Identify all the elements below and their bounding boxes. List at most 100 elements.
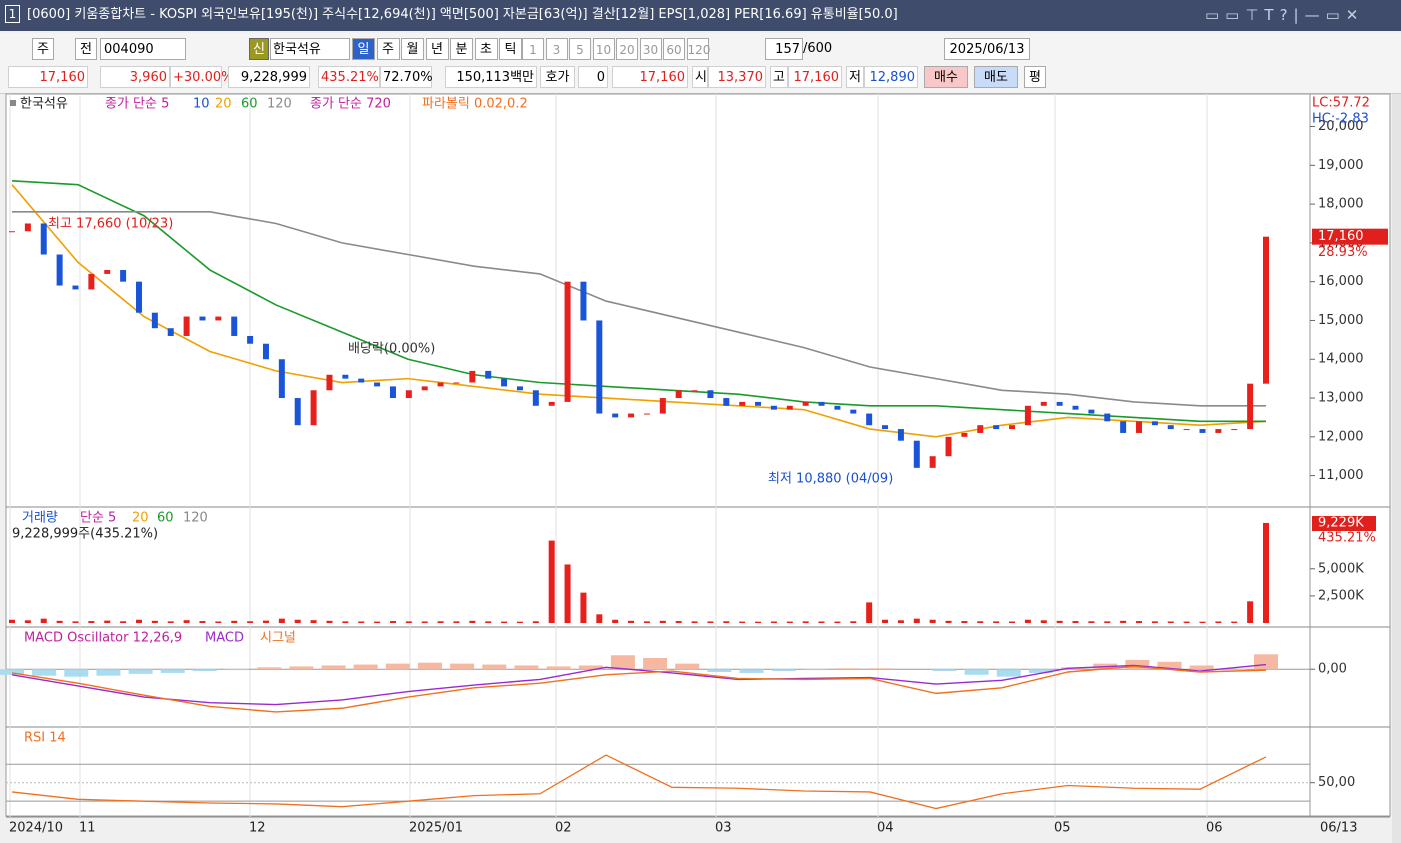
candle bbox=[1231, 429, 1238, 431]
avg-button[interactable]: 평 bbox=[1024, 66, 1046, 88]
oscillator-bar bbox=[1189, 665, 1214, 670]
legend-entry: 20 bbox=[215, 97, 232, 112]
lc-label: LC:57.72 bbox=[1312, 96, 1370, 111]
candle bbox=[120, 270, 127, 282]
oscillator-bar bbox=[192, 669, 217, 672]
legend-entry: MACD bbox=[205, 631, 244, 646]
candle bbox=[770, 405, 777, 410]
oscillator-bar bbox=[1061, 667, 1086, 670]
quote-field: 17,160 bbox=[788, 66, 842, 88]
interval-button[interactable]: 1 bbox=[522, 38, 544, 60]
period-button[interactable]: 년 bbox=[425, 38, 449, 60]
quote-field: 13,370 bbox=[708, 66, 766, 88]
market-select[interactable]: 주 bbox=[32, 38, 54, 60]
interval-button[interactable]: 120 bbox=[686, 38, 710, 60]
volume-bar bbox=[1199, 621, 1206, 623]
interval-button[interactable]: 10 bbox=[592, 38, 615, 60]
code-input[interactable]: 004090 bbox=[100, 38, 186, 60]
volume-bar bbox=[882, 619, 889, 623]
y-tick-label: 17,000 bbox=[1318, 235, 1364, 250]
volume-bar bbox=[818, 621, 825, 623]
low-annotation: 최저 10,880 (04/09) bbox=[768, 472, 893, 487]
volume-bar bbox=[707, 621, 714, 623]
quote-field: 호가 bbox=[540, 66, 575, 88]
interval-button[interactable]: 30 bbox=[639, 38, 662, 60]
macd-line bbox=[11, 663, 1267, 706]
quote-field: 저 bbox=[846, 66, 864, 88]
candle bbox=[548, 401, 555, 406]
oscillator-bar bbox=[32, 669, 57, 676]
y-tick-label: 0,00 bbox=[1318, 662, 1347, 677]
volume-bar bbox=[866, 602, 873, 623]
oscillator-bar bbox=[482, 664, 507, 670]
period-button[interactable]: 틱 bbox=[499, 38, 522, 60]
volume-bar bbox=[977, 621, 984, 623]
y-tick-label: 50,00 bbox=[1318, 775, 1355, 790]
stock-name[interactable]: 한국석유 bbox=[270, 38, 350, 60]
volume-bar bbox=[913, 618, 920, 623]
period-button[interactable]: 월 bbox=[401, 38, 424, 60]
window-controls[interactable]: ▭▭⊤T?|—▭✕ bbox=[1205, 6, 1365, 24]
candle bbox=[1120, 421, 1127, 433]
candle bbox=[1199, 429, 1206, 433]
legend-entry: 60 bbox=[241, 97, 258, 112]
volume-bar bbox=[596, 614, 603, 623]
candle bbox=[532, 390, 539, 406]
sell-button[interactable]: 매도 bbox=[974, 66, 1018, 88]
new-badge[interactable]: 신 bbox=[249, 38, 269, 60]
volume-bar bbox=[120, 621, 127, 623]
oscillator-bar bbox=[0, 669, 24, 675]
quote-field: 시 bbox=[692, 66, 708, 88]
candle bbox=[707, 390, 714, 399]
interval-button[interactable]: 3 bbox=[545, 38, 568, 60]
buy-button[interactable]: 매수 bbox=[924, 66, 968, 88]
volume-bar bbox=[548, 540, 555, 623]
candle bbox=[691, 390, 698, 392]
period-button[interactable]: 초 bbox=[474, 38, 498, 60]
oscillator-bar bbox=[225, 669, 250, 671]
interval-button[interactable]: 5 bbox=[569, 38, 591, 60]
quote-field: 17,160 bbox=[612, 66, 688, 88]
volume-bar bbox=[675, 621, 682, 623]
quote-field: 고 bbox=[770, 66, 788, 88]
oscillator-bar bbox=[675, 663, 700, 670]
oscillator-bar bbox=[1028, 669, 1053, 673]
quote-field: +30.00% bbox=[170, 66, 233, 88]
candle bbox=[135, 281, 142, 313]
oscillator-bar bbox=[1093, 663, 1118, 670]
date-input[interactable]: 2025/06/13 bbox=[944, 38, 1030, 60]
candle bbox=[977, 425, 984, 433]
quote-field: 435.21% bbox=[318, 66, 380, 88]
count-input[interactable]: 157 bbox=[765, 38, 803, 60]
interval-button[interactable]: 60 bbox=[663, 38, 685, 60]
volume-bar bbox=[40, 618, 47, 623]
legend-entry: 시그널 bbox=[260, 631, 296, 646]
legend-text: 120 bbox=[183, 511, 208, 526]
candle bbox=[1136, 421, 1143, 433]
volume-bar bbox=[516, 621, 523, 623]
period-button[interactable]: 주 bbox=[376, 38, 400, 60]
y-tick-label: 20,000 bbox=[1318, 119, 1364, 134]
legend-text: 파라볼릭 0.02,0.2 bbox=[422, 97, 528, 112]
last-volume-rate: 435.21% bbox=[1318, 531, 1376, 546]
prev-button[interactable]: 전 bbox=[75, 38, 97, 60]
volume-bar bbox=[1263, 522, 1269, 623]
period-button[interactable]: 분 bbox=[450, 38, 473, 60]
candle bbox=[104, 270, 111, 274]
candle bbox=[628, 413, 635, 418]
scrollbar bbox=[1392, 94, 1401, 843]
oscillator-bar bbox=[546, 666, 571, 670]
x-tick-label: 2025/01 bbox=[409, 821, 463, 836]
candle bbox=[310, 390, 317, 426]
quote-field: 17,160 bbox=[8, 66, 88, 88]
volume-bar bbox=[961, 621, 968, 623]
y-tick-label: 13,000 bbox=[1318, 391, 1364, 406]
volume-bar bbox=[945, 620, 952, 623]
interval-button[interactable]: 20 bbox=[616, 38, 638, 60]
volume-bar bbox=[1040, 620, 1047, 623]
period-button[interactable]: 일 bbox=[352, 38, 375, 60]
rsi-line bbox=[11, 754, 1267, 810]
candle bbox=[56, 254, 63, 286]
